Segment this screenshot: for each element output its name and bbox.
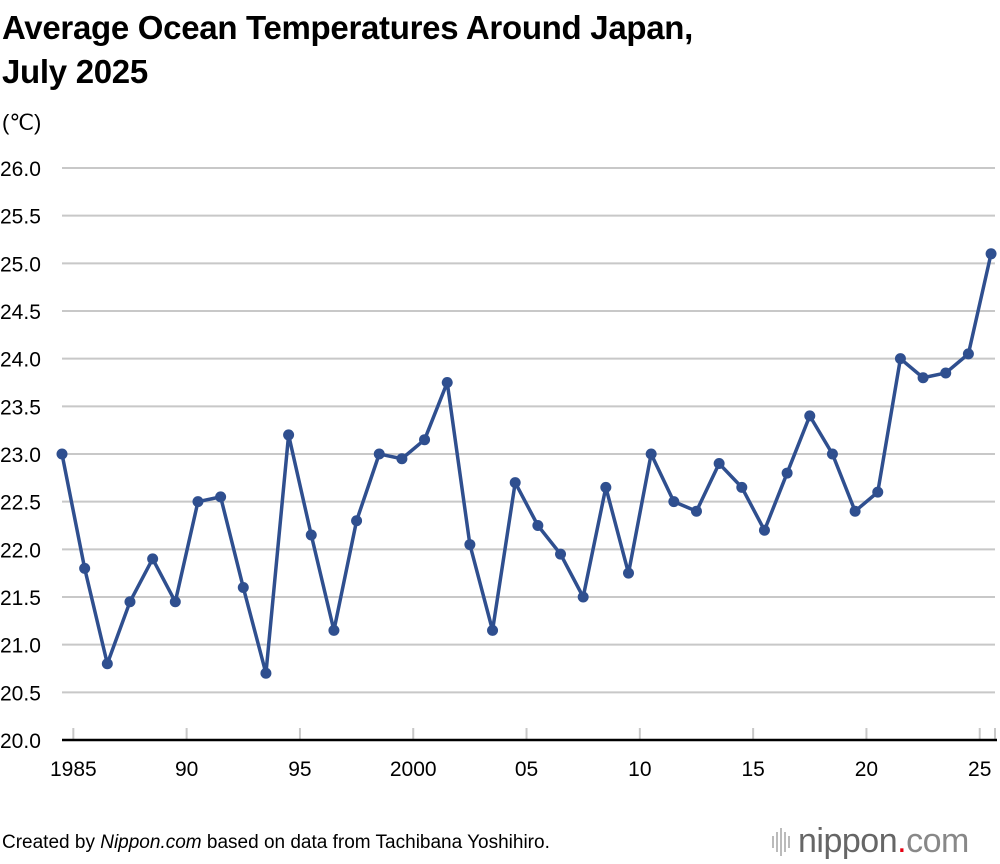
y-tick-label: 22.5 — [0, 492, 41, 515]
x-tick-label: 90 — [175, 758, 198, 781]
data-point — [577, 591, 589, 603]
data-point — [328, 624, 340, 636]
data-point — [419, 434, 431, 446]
data-point — [56, 448, 68, 460]
data-point — [804, 410, 816, 422]
data-point — [487, 624, 499, 636]
y-tick-label: 25.0 — [0, 253, 41, 276]
data-point — [962, 348, 974, 360]
data-point — [305, 529, 317, 541]
title-line-2: July 2025 — [2, 53, 148, 90]
data-point — [101, 658, 113, 670]
y-tick-label: 22.0 — [0, 539, 41, 562]
x-tick-label: 20 — [855, 758, 878, 781]
data-point — [758, 524, 770, 536]
data-point — [713, 458, 725, 470]
x-tick-label: 05 — [515, 758, 538, 781]
credit-prefix: Created by — [2, 832, 101, 853]
data-point — [894, 353, 906, 365]
x-tick-label: 95 — [288, 758, 311, 781]
data-point — [192, 496, 204, 508]
data-point — [600, 481, 612, 493]
data-point — [645, 448, 657, 460]
data-point — [351, 515, 363, 527]
data-point — [849, 505, 861, 517]
data-point — [555, 548, 567, 560]
title-line-1: Average Ocean Temperatures Around Japan, — [2, 9, 694, 46]
credit-site: Nippon.com — [100, 832, 202, 853]
y-tick-label: 24.5 — [0, 301, 41, 324]
x-tick-label: 1985 — [50, 758, 97, 781]
logo-tld: com — [906, 822, 969, 860]
y-tick-label: 24.0 — [0, 349, 41, 372]
data-point — [781, 467, 793, 479]
data-point — [441, 377, 453, 388]
y-tick-label: 23.0 — [0, 444, 41, 467]
data-point — [985, 248, 997, 260]
y-axis-unit: (℃) — [2, 110, 42, 135]
data-point — [169, 596, 181, 608]
data-point — [940, 367, 952, 379]
logo-bars-icon — [772, 827, 790, 856]
data-point — [872, 486, 884, 498]
data-point — [396, 453, 408, 465]
data-point — [147, 553, 159, 565]
data-point — [736, 481, 748, 493]
x-tick-label: 2000 — [390, 758, 437, 781]
logo-name: nippon — [798, 822, 898, 860]
series-line — [60, 253, 993, 676]
x-tick-label: 10 — [628, 758, 651, 781]
data-point — [826, 448, 838, 460]
logo-dot: . — [897, 822, 907, 860]
data-point — [532, 520, 544, 531]
y-tick-label: 26.0 — [0, 158, 41, 181]
credit-suffix: based on data from Tachibana Yoshihiro. — [201, 832, 550, 853]
data-point — [464, 539, 476, 551]
data-point — [690, 505, 702, 517]
data-point — [215, 491, 227, 503]
data-point — [283, 429, 295, 441]
data-point — [373, 448, 385, 460]
y-tick-label: 23.5 — [0, 396, 41, 419]
y-tick-label: 21.5 — [0, 587, 41, 610]
data-point — [79, 562, 91, 574]
source-credit: Created by Nippon.com based on data from… — [2, 832, 550, 854]
data-point — [124, 596, 136, 608]
data-point — [917, 372, 929, 384]
data-point — [237, 581, 249, 593]
data-point — [623, 567, 634, 579]
y-tick-label: 20.5 — [0, 682, 41, 705]
y-tick-label: 25.5 — [0, 206, 41, 229]
data-point — [509, 477, 521, 489]
data-point — [668, 496, 680, 508]
chart-title: Average Ocean Temperatures Around Japan,… — [2, 6, 693, 94]
y-tick-label: 20.0 — [0, 730, 41, 753]
x-tick-label: 25 — [968, 758, 991, 781]
nippon-logo: nippon. com — [772, 822, 969, 861]
data-point — [260, 667, 272, 679]
x-tick-label: 15 — [741, 758, 764, 781]
y-tick-label: 21.0 — [0, 635, 41, 658]
